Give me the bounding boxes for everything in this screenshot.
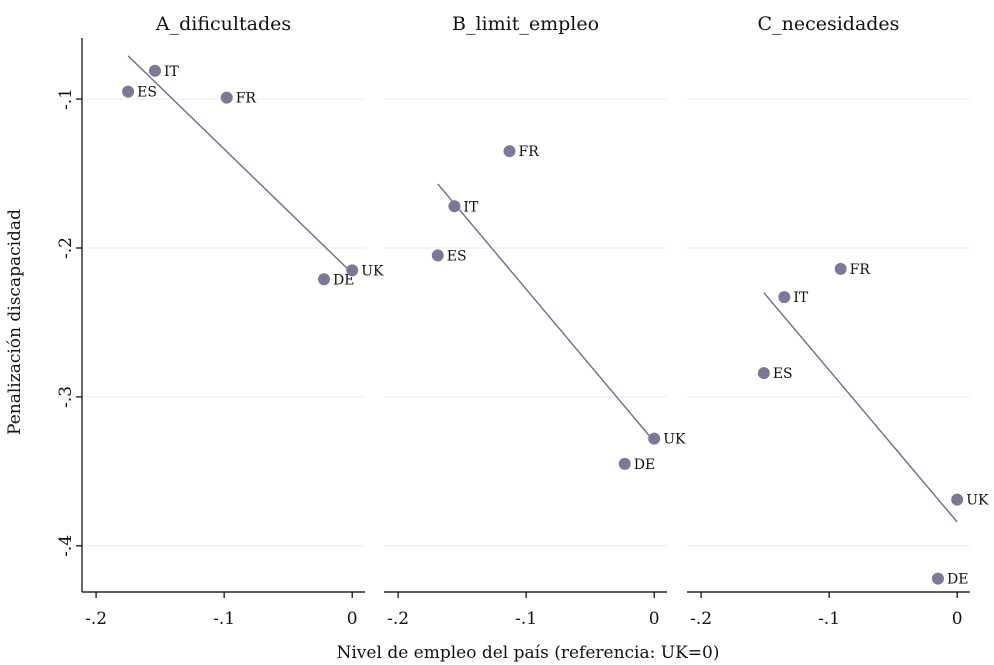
- data-point: [834, 262, 847, 275]
- x-tick-label: 0: [649, 609, 660, 629]
- y-tick-label: -.4: [56, 535, 76, 557]
- point-label: DE: [947, 572, 968, 588]
- fit-line: [763, 292, 958, 523]
- x-tick-label: 0: [347, 609, 358, 629]
- data-point: [346, 264, 359, 277]
- x-tick-label: -.1: [515, 609, 537, 629]
- point-label: DE: [333, 272, 354, 288]
- x-tick-label: -.2: [690, 609, 712, 629]
- data-point: [648, 432, 661, 445]
- panel-b: B_limit_empleo -.2 -.1 0 FR IT ES UK DE: [384, 13, 686, 629]
- data-point: [951, 493, 964, 506]
- y-tick-label: -.3: [56, 386, 76, 408]
- point-label: ES: [447, 248, 467, 264]
- data-point: [503, 145, 516, 158]
- point-label: UK: [663, 432, 686, 448]
- x-tick-label: -.1: [213, 609, 235, 629]
- data-point: [931, 572, 944, 585]
- panel-title: A_dificultades: [155, 13, 291, 35]
- fit-line: [437, 183, 655, 443]
- point-label: FR: [518, 144, 539, 160]
- point-label: IT: [793, 290, 809, 306]
- point-label: UK: [361, 263, 384, 279]
- data-point: [618, 457, 631, 470]
- x-tick-label: 0: [952, 609, 963, 629]
- data-point: [220, 91, 233, 104]
- data-point: [448, 200, 461, 213]
- panel-a: A_dificultades -.1 -.2 -.3 -.4 -.2 -.1 0 IT ES FR D…: [56, 13, 384, 629]
- y-axis-label: Penalización discapacidad: [5, 209, 25, 435]
- data-point: [148, 64, 161, 77]
- panel-title: B_limit_empleo: [452, 13, 599, 35]
- x-tick-label: -.1: [818, 609, 840, 629]
- fit-line: [127, 55, 353, 274]
- x-tick-label: -.2: [387, 609, 409, 629]
- panel-c: C_necesidades -.2 -.1 0 FR IT ES UK DE: [687, 13, 989, 629]
- point-label: FR: [850, 262, 871, 278]
- data-point: [122, 85, 135, 98]
- data-point: [778, 291, 791, 304]
- data-point: [431, 249, 444, 262]
- point-label: IT: [463, 199, 479, 215]
- y-tick-label: -.2: [56, 237, 76, 259]
- data-point: [757, 367, 770, 380]
- panel-title: C_necesidades: [758, 13, 900, 35]
- point-label: IT: [164, 64, 180, 80]
- y-tick-label: -.1: [56, 88, 76, 110]
- point-label: ES: [137, 85, 157, 101]
- x-tick-label: -.2: [85, 609, 107, 629]
- point-label: ES: [773, 366, 793, 382]
- point-label: FR: [236, 91, 257, 107]
- point-label: UK: [966, 493, 989, 509]
- point-label: DE: [634, 457, 655, 473]
- data-point: [318, 273, 331, 286]
- x-axis-label: Nivel de empleo del país (referencia: UK…: [337, 643, 720, 663]
